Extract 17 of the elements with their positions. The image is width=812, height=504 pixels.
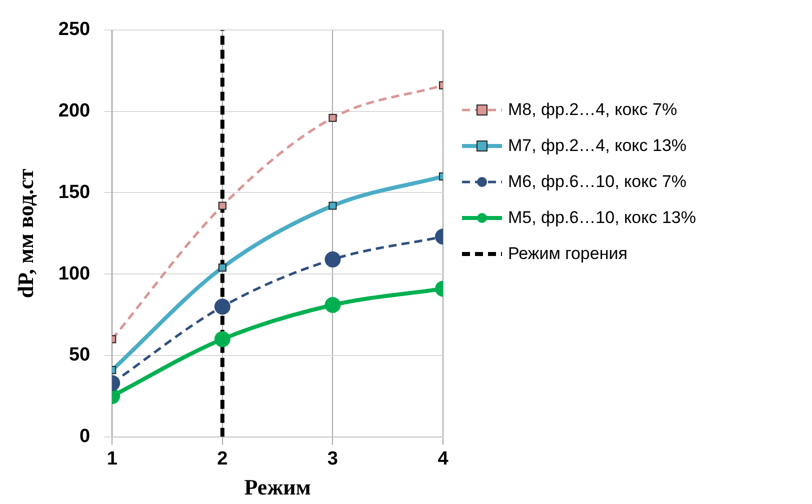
legend-label: M7, фр.2…4, кокс 13% — [508, 136, 687, 156]
y-tick-label: 150 — [58, 182, 90, 203]
x-axis-title: Режим — [244, 474, 311, 500]
legend-label: Режим горения — [508, 244, 628, 264]
y-tick-label: 200 — [58, 100, 90, 122]
x-tick-label: 2 — [217, 448, 228, 470]
y-tick-label: 100 — [58, 263, 90, 284]
x-tick-label: 3 — [327, 448, 338, 470]
y-tick-label: 250 — [58, 19, 90, 40]
x-tick-label: 4 — [438, 448, 449, 470]
x-tick-label: 1 — [106, 448, 118, 470]
legend-label: M8, фр.2…4, кокс 7% — [508, 100, 678, 120]
legend-label: M6, фр.6…10, кокс 7% — [508, 172, 687, 192]
y-tick-label: 50 — [68, 344, 90, 366]
legend-label: M5, фр.6…10, кокс 13% — [508, 208, 696, 228]
y-tick-label: 0 — [80, 426, 90, 448]
y-axis-title: dP, мм вод.ст — [12, 168, 38, 298]
